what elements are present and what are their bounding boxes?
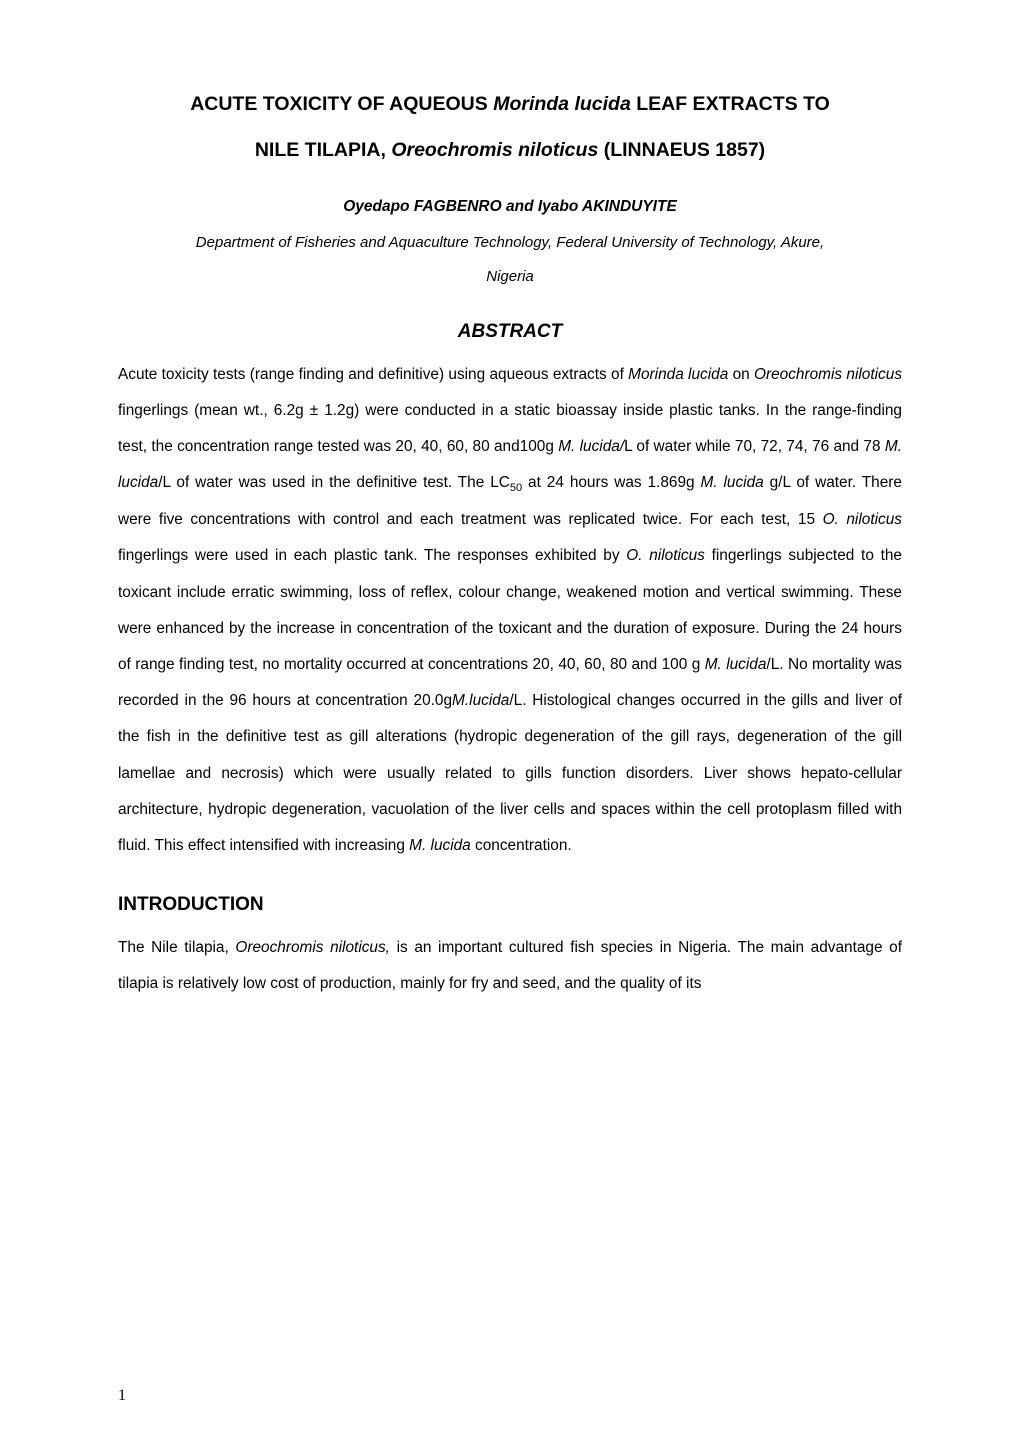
title-line2-b: (LINNAEUS 1857)	[598, 139, 765, 161]
abstract-body: Acute toxicity tests (range finding and …	[118, 357, 902, 865]
abstract-s8b: fingerlings subjected to the toxicant in…	[118, 547, 902, 673]
abstract-s11b: concentration.	[471, 837, 572, 854]
authors: Oyedapo FAGBENRO and Iyabo AKINDUYITE	[118, 198, 902, 216]
abstract-s7i: O. niloticus	[823, 511, 902, 528]
title-line2-a: NILE TILAPIA,	[255, 139, 392, 161]
title-line2-ital: Oreochromis niloticus	[391, 139, 598, 161]
abstract-s1a: Acute toxicity tests (range finding and …	[118, 366, 628, 383]
page-number: 1	[118, 1387, 126, 1405]
abstract-s3i: M. lucida/	[558, 438, 624, 455]
affiliation-line2: Nigeria	[486, 268, 534, 285]
abstract-s2i: Oreochromis niloticus	[754, 366, 902, 383]
intro-s1i: Oreochromis niloticus,	[235, 939, 390, 956]
title-line1-ital: Morinda lucida	[493, 93, 631, 115]
introduction-body: The Nile tilapia, Oreochromis niloticus,…	[118, 930, 902, 1002]
title-line1-a: ACUTE TOXICITY OF AQUEOUS	[190, 93, 493, 115]
abstract-s3b: L of water while 70, 72, 74, 76 and 78	[624, 438, 885, 455]
affiliation: Department of Fisheries and Aquaculture …	[118, 226, 902, 295]
introduction-heading: INTRODUCTION	[118, 894, 902, 916]
abstract-s5b: at 24 hours was 1.869g	[522, 474, 700, 491]
page: ACUTE TOXICITY OF AQUEOUS Morinda lucida…	[0, 0, 1020, 1443]
affiliation-line1: Department of Fisheries and Aquaculture …	[196, 234, 824, 251]
intro-s1a: The Nile tilapia,	[118, 939, 235, 956]
abstract-s9i: M. lucida	[705, 656, 767, 673]
abstract-s6i: M. lucida	[700, 474, 763, 491]
abstract-s10b: /L. Histological changes occurred in the…	[118, 692, 902, 854]
abstract-s7b: fingerlings were used in each plastic ta…	[118, 547, 626, 564]
abstract-s5sub: 50	[510, 482, 522, 494]
abstract-s11i: M. lucida	[409, 837, 471, 854]
abstract-s8i: O. niloticus	[626, 547, 705, 564]
paper-title: ACUTE TOXICITY OF AQUEOUS Morinda lucida…	[118, 82, 902, 174]
abstract-s4b: /L of water was used in the definitive t…	[158, 474, 510, 491]
abstract-s10i: M.lucida	[452, 692, 509, 709]
abstract-s1b: on	[728, 366, 754, 383]
abstract-s1i: Morinda lucida	[628, 366, 728, 383]
title-line1-b: LEAF EXTRACTS TO	[631, 93, 830, 115]
abstract-heading: ABSTRACT	[118, 321, 902, 343]
